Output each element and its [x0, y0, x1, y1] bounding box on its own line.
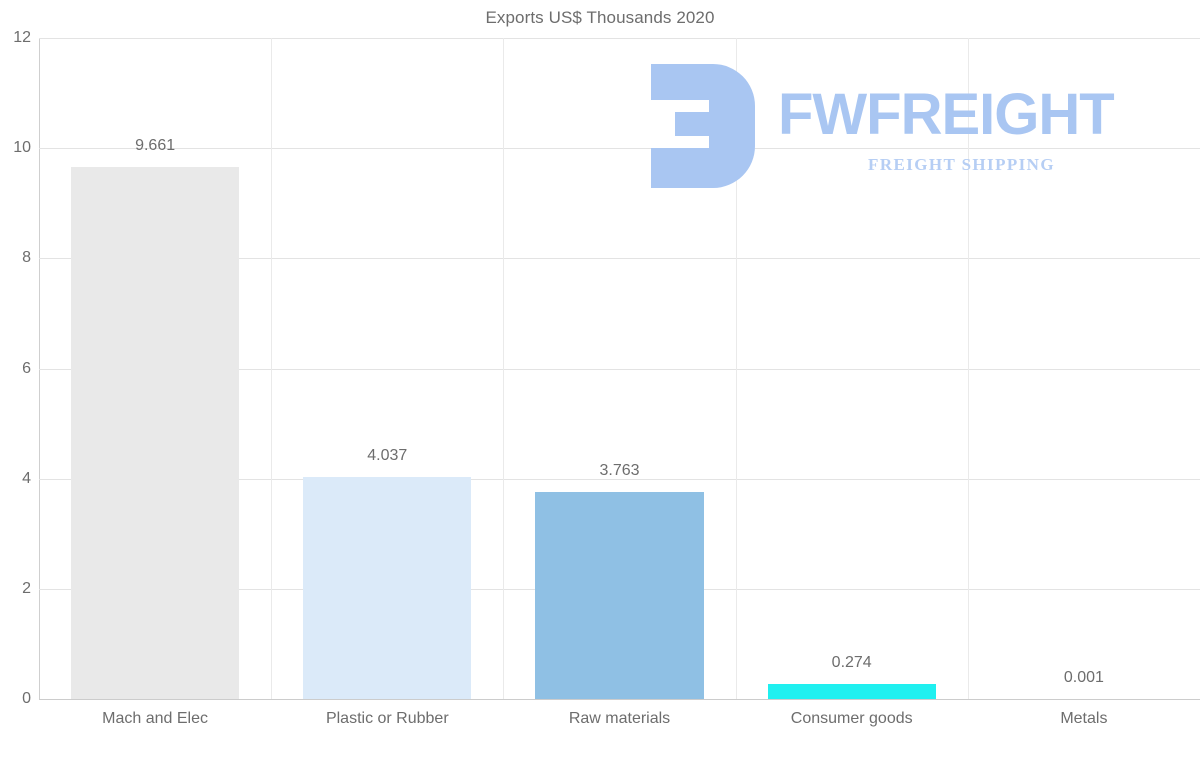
gridline-x-1 — [271, 38, 273, 699]
y-tick-label-8: 8 — [22, 249, 31, 267]
bar-value-label-consumer-goods: 0.274 — [831, 653, 872, 671]
gridline-x-2 — [503, 38, 505, 699]
x-tick-label-plastic-or-rubber: Plastic or Rubber — [325, 710, 449, 727]
plot-area — [39, 38, 1200, 700]
bar-mach-and-elec[interactable] — [70, 166, 240, 699]
y-tick-label-4: 4 — [22, 469, 31, 487]
gridline-y-12 — [39, 38, 1200, 39]
bar-value-label-raw-materials: 3.763 — [599, 461, 640, 479]
y-tick-label-10: 10 — [13, 139, 31, 157]
bar-value-label-metals: 0.001 — [1063, 668, 1104, 686]
y-tick-label-0: 0 — [22, 690, 31, 707]
gridline-y-10 — [39, 148, 1200, 150]
gridline-y-8 — [39, 258, 1200, 260]
bar-value-label-mach-and-elec: 9.661 — [135, 136, 176, 154]
gridline-x-4 — [967, 38, 969, 699]
x-tick-label-consumer-goods: Consumer goods — [790, 710, 913, 727]
bar-value-label-plastic-or-rubber: 4.037 — [367, 446, 408, 464]
bar-plastic-or-rubber[interactable] — [303, 476, 472, 699]
y-tick-label-6: 6 — [22, 359, 31, 377]
chart-title: Exports US$ Thousands 2020 — [485, 8, 715, 27]
y-tick-label-2: 2 — [22, 579, 31, 597]
bar-consumer-goods[interactable] — [767, 683, 936, 699]
x-tick-label-mach-and-elec: Mach and Elec — [102, 710, 209, 727]
gridline-x-3 — [735, 38, 737, 699]
gridline-y-4 — [39, 478, 1200, 480]
y-tick-label-12: 12 — [13, 29, 31, 46]
x-tick-label-raw-materials: Raw materials — [568, 710, 671, 727]
gridline-y-0 — [39, 699, 1200, 700]
gridline-y-6 — [39, 368, 1200, 370]
x-tick-label-metals: Metals — [1060, 710, 1108, 727]
bar-raw-materials[interactable] — [535, 491, 704, 699]
